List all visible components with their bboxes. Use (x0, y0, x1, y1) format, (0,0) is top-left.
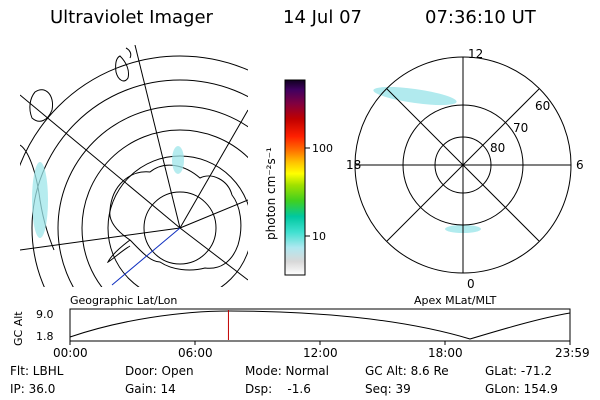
map-caption: Geographic Lat/Lon (70, 294, 178, 307)
colorbar-label: photon cm⁻²s⁻¹ (264, 147, 278, 240)
status-glat: GLat: -71.2 (485, 364, 552, 378)
colorbar-scale (284, 79, 306, 276)
polar-caption: Apex MLat/MLT (414, 294, 497, 307)
status-dsp: Dsp: -1.6 (245, 382, 311, 396)
status-ip: IP: 36.0 (10, 382, 56, 396)
time-tick-1200: 12:00 (303, 346, 338, 360)
time-tick-0600: 06:00 (178, 346, 213, 360)
geographic-map (20, 45, 248, 287)
altitude-panel: GC Alt 9.0 1.8 (12, 308, 571, 346)
status-gc-alt: GC Alt: 8.6 Re (365, 364, 449, 378)
lat-label-70: 70 (513, 121, 528, 135)
colorbar-tick-100: 100 (312, 142, 333, 155)
status-door: Door: Open (125, 364, 194, 378)
status-mode: Mode: Normal (245, 364, 329, 378)
colorbar: 100 10 photon cm⁻²s⁻¹ (264, 79, 333, 276)
time-label: 07:36:10 UT (425, 7, 536, 28)
altitude-ylabel: GC Alt (12, 311, 25, 346)
mlt-label-6: 6 (576, 158, 584, 172)
instrument-title: Ultraviolet Imager (50, 7, 213, 28)
lat-label-80: 80 (490, 141, 505, 155)
lat-label-60: 60 (535, 99, 550, 113)
mlt-label-12: 12 (468, 47, 483, 61)
date-label: 14 Jul 07 (283, 7, 362, 28)
time-tick-0000: 00:00 (53, 346, 88, 360)
mlt-label-18: 18 (346, 158, 361, 172)
status-glon: GLon: 154.9 (485, 382, 558, 396)
mlt-polar-plot: 12 6 0 18 60 70 80 (346, 47, 584, 291)
time-tick-2359: 23:59 (555, 346, 590, 360)
altitude-tick-1-8: 1.8 (36, 330, 54, 343)
colorbar-tick-10: 10 (312, 230, 326, 243)
altitude-tick-9: 9.0 (36, 308, 54, 321)
mlt-label-0: 0 (467, 277, 475, 291)
status-seq: Seq: 39 (365, 382, 411, 396)
status-gain: Gain: 14 (125, 382, 176, 396)
status-filter: Flt: LBHL (10, 364, 64, 378)
time-tick-1800: 18:00 (428, 346, 463, 360)
